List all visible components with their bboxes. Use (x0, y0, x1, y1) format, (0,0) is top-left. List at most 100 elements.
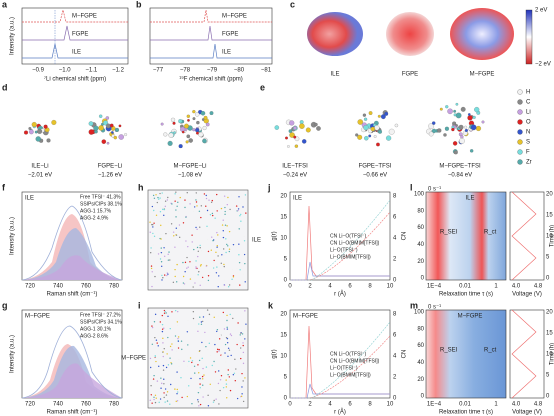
md-atom (176, 324, 179, 327)
md-atom (192, 286, 194, 288)
atom (437, 128, 442, 133)
md-atom (205, 366, 208, 368)
md-atom (230, 194, 233, 196)
md-atom (182, 275, 185, 278)
md-atom (230, 314, 232, 317)
md-atom (192, 311, 195, 313)
atom (35, 136, 41, 142)
atom (305, 127, 311, 133)
atom (475, 125, 482, 132)
md-atom (164, 401, 166, 403)
md-atom (224, 224, 227, 226)
md-atom (211, 364, 213, 367)
md-atom (216, 231, 218, 234)
x-tick-label: −81 (261, 68, 272, 74)
panel-label: c (290, 0, 295, 9)
md-atom (151, 205, 154, 208)
md-atom (242, 351, 245, 354)
md-atom (207, 394, 209, 397)
y-tick-label: 100 (414, 310, 425, 316)
md-atom (220, 207, 223, 210)
md-atom (149, 399, 151, 402)
raman-g (21, 309, 123, 399)
md-atom (199, 316, 201, 318)
md-atom (193, 206, 196, 208)
md-atom (186, 191, 188, 194)
y-tick-label: 5 (546, 373, 550, 379)
md-atom (149, 231, 151, 233)
atom (370, 126, 376, 132)
md-atom (182, 222, 185, 224)
axis-label: Intensity (a.u.) (10, 217, 16, 255)
md-atom (216, 330, 218, 333)
panel-label: m (410, 300, 418, 310)
md-atom (155, 360, 157, 363)
md-atom (155, 397, 157, 399)
md-atom (196, 205, 198, 207)
atom (376, 142, 380, 147)
atom (274, 125, 280, 130)
atom (178, 144, 183, 149)
md-atom (218, 275, 220, 277)
atom (293, 135, 297, 139)
md-atom (183, 283, 186, 285)
atom (113, 135, 117, 140)
legend-label: CN Li−O(BMIM[TFSI]) (330, 240, 380, 246)
y-tick-label: 20 (280, 312, 287, 318)
md-atom (226, 337, 229, 340)
md-atom (155, 214, 158, 216)
md-atom (175, 281, 178, 283)
atom (98, 125, 104, 131)
x-tick-label: 6 (348, 284, 352, 290)
md-atom (169, 259, 171, 261)
md-atom (235, 205, 238, 207)
md-atom (216, 246, 218, 248)
atom (368, 111, 373, 115)
md-atom (161, 323, 164, 326)
md-atom (226, 243, 228, 246)
atom (432, 121, 436, 125)
md-atom (194, 282, 196, 284)
md-atom (230, 354, 232, 357)
md-atom (162, 355, 164, 358)
md-atom (242, 273, 244, 275)
atom (386, 135, 392, 141)
md-atom (156, 380, 159, 382)
atom (460, 135, 464, 139)
item-label: FGPE−TFSI (359, 164, 392, 170)
atom (167, 140, 173, 146)
md-atom (161, 314, 164, 317)
md-atom (170, 363, 173, 365)
axis-label: Relaxation time τ (s) (439, 292, 493, 298)
md-atom (151, 316, 153, 318)
md-atom (162, 277, 164, 279)
md-atom (153, 321, 156, 323)
md-atom (159, 398, 162, 400)
md-atom (199, 244, 201, 247)
md-atom (202, 384, 204, 386)
x-tick-label: 760 (81, 402, 92, 408)
atom (124, 133, 128, 136)
md-atom (166, 274, 168, 277)
esp-surface (307, 12, 363, 56)
panel-title: ILE (465, 196, 474, 202)
md-atom (162, 206, 165, 209)
y-tick-label: 60 (417, 225, 424, 231)
atom (294, 144, 299, 148)
md-atom (195, 267, 197, 270)
md-atom (178, 224, 181, 226)
md-atom (217, 315, 219, 317)
md-atom (186, 365, 189, 367)
md-atom (193, 365, 196, 368)
md-atom (172, 281, 175, 284)
md-atom (212, 261, 215, 263)
md-atom (190, 276, 192, 279)
energy-label: −1.08 eV (178, 173, 202, 179)
md-atom (170, 383, 172, 386)
legend-label: SSIPs/CIPs 38.1% (80, 201, 122, 207)
md-atom (240, 395, 243, 398)
md-atom (157, 198, 160, 200)
md-atom (162, 369, 165, 371)
axes-frame (21, 7, 129, 65)
md-atom (174, 309, 177, 312)
